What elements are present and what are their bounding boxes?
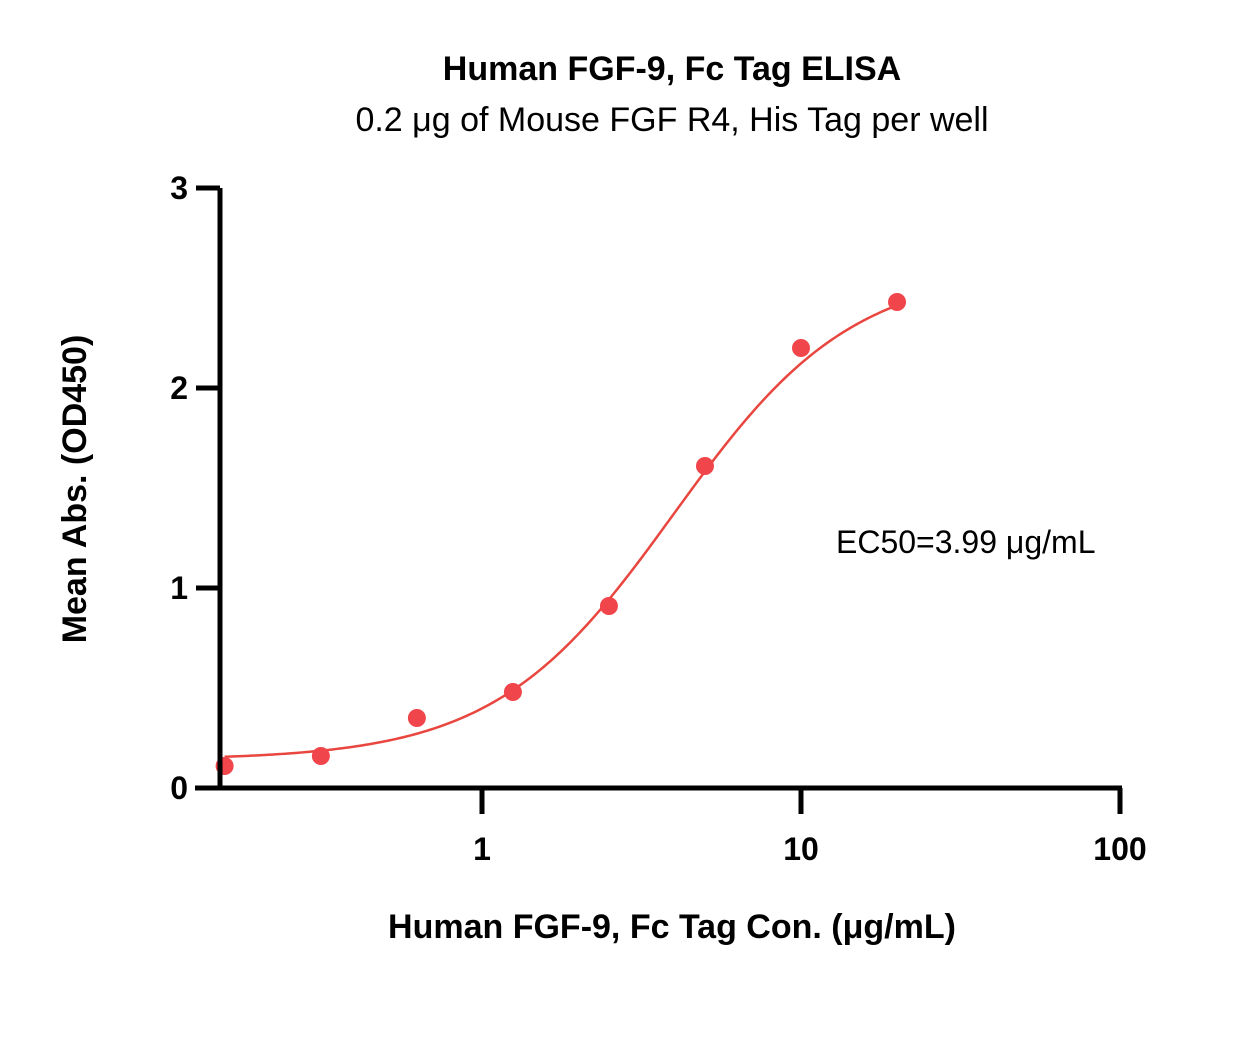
fit-curve-layer (224, 304, 898, 759)
data-point (695, 457, 714, 475)
data-point (503, 683, 522, 701)
y-axis-ticks: 0 1 2 3 (170, 170, 220, 806)
y-tick-label: 1 (170, 570, 188, 606)
data-point (407, 709, 426, 727)
x-tick-label: 100 (1093, 831, 1146, 867)
y-tick-label: 3 (170, 170, 188, 206)
chart-title: Human FGF-9, Fc Tag ELISA (443, 50, 901, 88)
data-point (311, 747, 330, 765)
y-tick-label: 2 (170, 370, 188, 406)
y-axis-label: Mean Abs. (OD450) (56, 335, 94, 644)
chart-subtitle: 0.2 μg of Mouse FGF R4, His Tag per well (355, 101, 988, 139)
data-point (792, 339, 810, 357)
x-axis-ticks: 1 10 100 (473, 788, 1147, 867)
data-points-layer (215, 293, 907, 775)
data-point (888, 293, 907, 311)
ec50-annotation: EC50=3.99 μg/mL (836, 524, 1095, 560)
x-axis-label: Human FGF-9, Fc Tag Con. (μg/mL) (388, 908, 956, 946)
x-tick-label: 1 (473, 831, 491, 867)
data-point (599, 597, 618, 615)
x-tick-label: 10 (783, 831, 819, 867)
y-tick-label: 0 (170, 770, 188, 806)
fit-curve-line (224, 304, 898, 759)
